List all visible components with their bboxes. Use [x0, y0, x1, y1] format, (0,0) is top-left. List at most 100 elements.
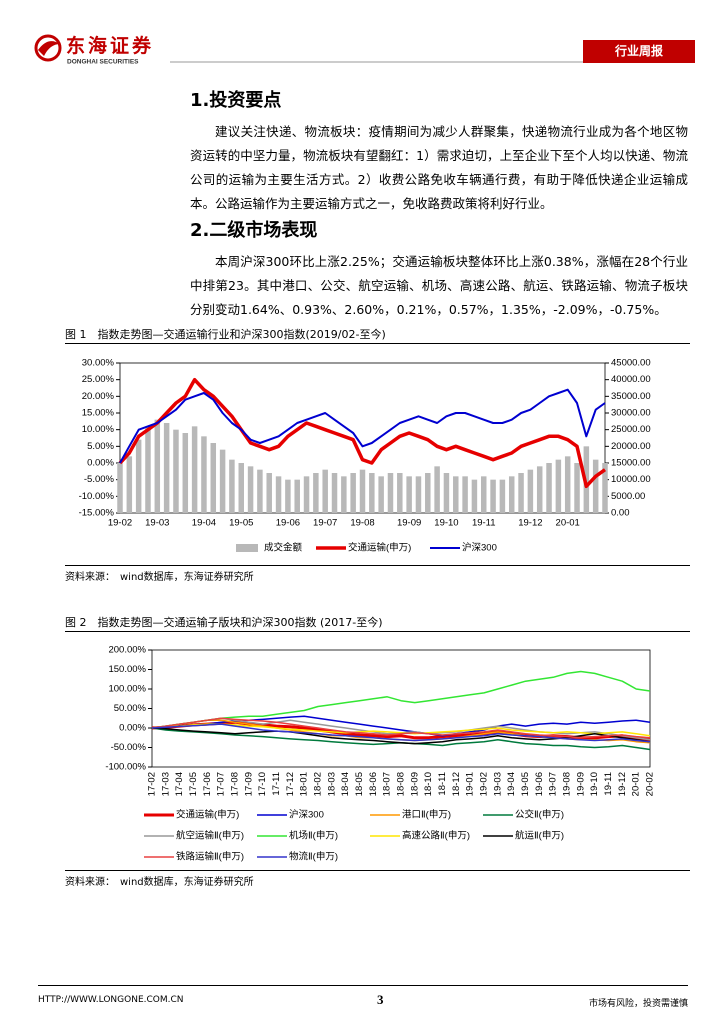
bar	[481, 476, 487, 513]
y2-tick-label: 25000.00	[611, 424, 651, 435]
bar	[462, 476, 468, 513]
x-tick-label: 19-07	[313, 518, 337, 529]
x-tick-label: 19-05	[229, 518, 253, 529]
rule	[65, 343, 690, 344]
bar	[490, 479, 496, 513]
y-tick-label: 0.00%	[119, 723, 146, 734]
x-tick-label: 19-02	[108, 518, 132, 529]
bar	[602, 463, 608, 513]
section-title: 2.二级市场表现	[190, 220, 318, 241]
bar	[145, 426, 151, 513]
x-tick-label: 18-07	[382, 772, 393, 796]
x-tick-label: 19-12	[617, 772, 628, 796]
bar	[453, 476, 459, 513]
bar	[210, 443, 217, 513]
y2-tick-label: 5000.00	[611, 491, 645, 502]
line-series	[151, 715, 651, 737]
legend-label: 铁路运输Ⅱ(申万)	[176, 851, 244, 863]
y-tick-label: 10.00%	[82, 424, 115, 435]
x-tick-label: 17-02	[147, 772, 158, 796]
x-tick-label: 19-10	[434, 518, 458, 529]
x-tick-label: 18-12	[451, 772, 462, 796]
header: 东海证券 DONGHAI SECURITIES 行业周报	[34, 34, 695, 66]
x-tick-label: 17-03	[160, 772, 171, 796]
bar	[359, 469, 366, 513]
logo-mark	[34, 34, 62, 62]
x-tick-label: 19-07	[548, 772, 559, 796]
y-tick-label: 200.00%	[108, 645, 146, 656]
bar	[266, 473, 272, 513]
bar	[303, 476, 310, 513]
legend-label: 沪深300	[462, 542, 497, 554]
bar	[331, 473, 338, 513]
page-number: 3	[377, 992, 384, 1007]
bar	[518, 473, 524, 513]
y-tick-label: 0.00%	[87, 458, 114, 469]
bar	[387, 473, 394, 513]
paragraph: 建议关注快递、物流板块：疫情期间为减少人群聚集，快递物流行业成为各个地区物资运转…	[190, 124, 688, 211]
x-tick-label: 18-01	[299, 772, 310, 796]
y2-tick-label: 40000.00	[611, 374, 651, 385]
x-tick-label: 17-09	[243, 772, 254, 796]
y-tick-label: -100.00%	[105, 762, 146, 773]
y-tick-label: -15.00%	[79, 508, 115, 519]
legend-label: 公交Ⅱ(申万)	[515, 809, 564, 821]
x-tick-label: 19-09	[397, 518, 421, 529]
bar	[275, 476, 282, 513]
x-tick-label: 19-09	[575, 772, 586, 796]
x-tick-label: 18-09	[409, 772, 420, 796]
chart: -100.00% -50.00% 0.00% 50.00% 100.00% 150.00%…	[105, 645, 655, 863]
bar	[247, 466, 254, 513]
x-tick-label: 19-06	[276, 518, 300, 529]
plot-frame	[151, 649, 651, 768]
y2-tick-label: 30000.00	[611, 408, 651, 419]
rule	[65, 565, 690, 566]
bar	[499, 479, 506, 513]
line-series	[151, 723, 651, 743]
legend-label: 沪深300	[289, 809, 324, 821]
bar	[201, 436, 207, 513]
x-tick-label: 18-08	[396, 772, 407, 796]
bar	[135, 439, 142, 513]
tag: 行业周报	[614, 43, 663, 58]
bar	[434, 466, 440, 513]
bar	[415, 476, 422, 513]
bar	[546, 463, 552, 513]
bar	[443, 473, 450, 513]
legend-label: 机场Ⅱ(申万)	[289, 830, 338, 842]
x-tick-label: 20-01	[631, 772, 642, 796]
bar	[294, 479, 300, 513]
x-tick-label: 18-04	[340, 772, 351, 796]
legend-label: 物流Ⅱ(申万)	[289, 851, 338, 863]
x-tick-label: 17-11	[271, 772, 282, 796]
bar	[406, 476, 412, 513]
x-tick-label: 20-01	[556, 518, 580, 529]
bar	[154, 419, 161, 513]
footer-url: HTTP://WWW.LONGONE.COM.CN	[38, 995, 184, 1005]
x-tick-label: 18-05	[354, 772, 365, 796]
rule	[65, 870, 690, 871]
x-tick-label: 17-08	[230, 772, 241, 796]
x-tick-label: 19-10	[589, 772, 600, 796]
x-tick-label: 19-04	[192, 518, 216, 529]
y-tick-label: 5.00%	[87, 441, 114, 452]
x-tick-label: 17-05	[188, 772, 199, 796]
y-tick-label: -10.00%	[79, 491, 115, 502]
footer-rule	[38, 985, 688, 986]
legend-label: 港口Ⅱ(申万)	[402, 809, 451, 821]
disclaimer: 市场有风险，投资需谨慎	[588, 999, 688, 1009]
bar	[285, 479, 291, 513]
bar	[574, 463, 580, 513]
x-tick-label: 17-12	[285, 772, 296, 796]
x-tick-label: 18-06	[368, 772, 379, 796]
line-series	[151, 727, 651, 745]
y2-tick-label: 20000.00	[611, 441, 651, 452]
bar	[378, 476, 384, 513]
logo-en: DONGHAI SECURITIES	[67, 59, 139, 66]
bar	[182, 433, 189, 513]
bar	[397, 473, 403, 513]
x-tick-label: 19-06	[534, 772, 545, 796]
bar	[592, 459, 599, 513]
line-series	[151, 723, 651, 737]
